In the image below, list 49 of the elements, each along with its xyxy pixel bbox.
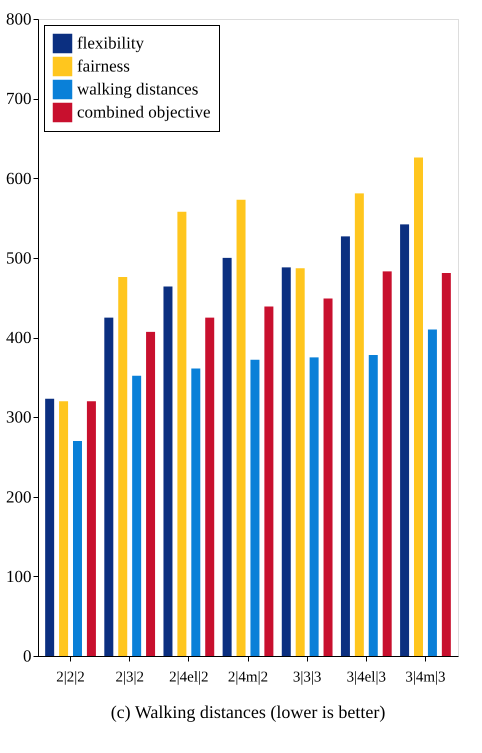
bar: [250, 360, 260, 656]
bar: [354, 193, 364, 656]
bar: [282, 267, 291, 656]
y-tick-label: 600: [6, 168, 32, 188]
bar: [222, 258, 232, 656]
y-tick-label: 300: [6, 408, 32, 427]
bar: [146, 332, 156, 656]
y-tick-label: 400: [6, 328, 32, 347]
bar: [45, 398, 54, 656]
y-tick-label: 200: [6, 487, 32, 506]
y-tick-label: 100: [6, 566, 32, 586]
bar: [104, 318, 114, 656]
bar: [205, 318, 214, 656]
bar: [118, 276, 128, 656]
x-tick-label: 3|3|3: [292, 670, 322, 686]
x-tick-label: 2|3|2: [115, 670, 144, 686]
legend-label: combined objective: [77, 102, 211, 122]
bar: [340, 236, 350, 656]
bar: [177, 212, 186, 656]
bar: [296, 268, 305, 656]
bar: [163, 286, 172, 656]
legend-label: flexibility: [77, 34, 145, 52]
legend-label: walking distances: [77, 80, 198, 98]
bar: [236, 200, 246, 656]
bar: [382, 271, 392, 656]
y-tick-label: 800: [6, 10, 32, 28]
legend-label: fairness: [77, 56, 130, 76]
bar: [72, 441, 82, 656]
bar: [264, 306, 274, 656]
bar: [191, 368, 200, 656]
y-tick-label: 0: [23, 646, 32, 666]
bar: [132, 376, 142, 656]
x-tick-label: 2|2|2: [56, 670, 85, 686]
bar: [310, 357, 319, 656]
x-tick-label: 2|4m|2: [228, 670, 268, 686]
bar: [442, 273, 451, 656]
bar: [368, 355, 378, 656]
bar: [400, 224, 410, 656]
bar: [414, 158, 424, 656]
bar: [59, 401, 68, 656]
bar: [324, 298, 333, 656]
x-tick-label: 3|4m|3: [405, 670, 446, 686]
bar: [428, 330, 437, 656]
y-tick-label: 700: [6, 89, 32, 108]
x-tick-label: 2|4el|2: [169, 670, 209, 686]
bar: [86, 401, 96, 656]
x-tick-label: 3|4el|3: [346, 670, 386, 686]
text: (c) Walking distances (lower is better): [110, 702, 386, 722]
y-tick-label: 500: [6, 248, 32, 268]
